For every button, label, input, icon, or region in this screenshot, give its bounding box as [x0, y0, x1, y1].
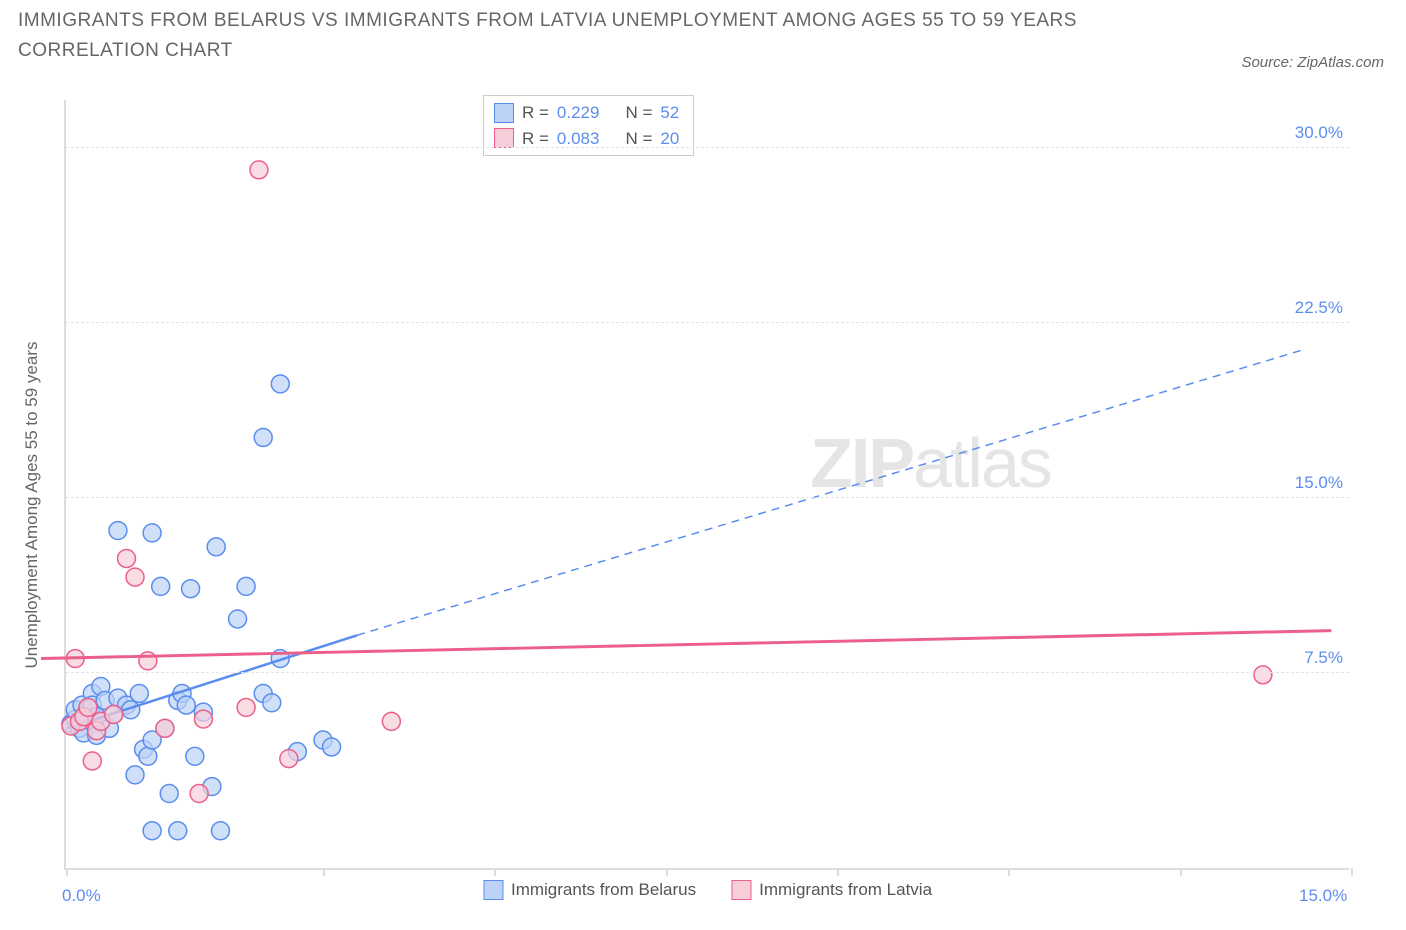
legend-n-label: N = [625, 100, 652, 126]
chart-container: Unemployment Among Ages 55 to 59 years Z… [14, 85, 1392, 905]
x-tick [1180, 868, 1182, 876]
data-point-belarus [271, 375, 289, 393]
x-tick [666, 868, 668, 876]
trendline-latvia [41, 631, 1331, 659]
bottom-legend-label: Immigrants from Belarus [511, 880, 696, 900]
legend-r-label: R = [522, 100, 549, 126]
data-point-belarus [143, 524, 161, 542]
data-point-latvia [126, 568, 144, 586]
series-legend: Immigrants from Belarus Immigrants from L… [483, 880, 932, 900]
x-axis-min-label: 0.0% [62, 886, 101, 906]
data-point-latvia [139, 652, 157, 670]
plot-svg [66, 100, 1349, 868]
data-point-belarus [182, 580, 200, 598]
data-point-belarus [130, 684, 148, 702]
y-tick-label: 7.5% [1304, 648, 1343, 668]
y-tick-label: 30.0% [1295, 123, 1343, 143]
data-point-latvia [1254, 666, 1272, 684]
legend-row-belarus: R = 0.229 N = 52 [494, 100, 679, 126]
legend-swatch-belarus [494, 103, 514, 123]
data-point-belarus [186, 747, 204, 765]
data-point-belarus [237, 577, 255, 595]
bottom-legend-item-belarus: Immigrants from Belarus [483, 880, 696, 900]
gridline [66, 147, 1349, 148]
bottom-legend-item-latvia: Immigrants from Latvia [731, 880, 932, 900]
data-point-belarus [211, 822, 229, 840]
gridline [66, 672, 1349, 673]
legend-swatch-latvia [731, 880, 751, 900]
x-tick [1008, 868, 1010, 876]
bottom-legend-label: Immigrants from Latvia [759, 880, 932, 900]
y-tick-label: 22.5% [1295, 298, 1343, 318]
data-point-belarus [109, 522, 127, 540]
data-point-latvia [190, 785, 208, 803]
data-point-belarus [207, 538, 225, 556]
data-point-latvia [105, 705, 123, 723]
data-point-latvia [194, 710, 212, 728]
data-point-belarus [323, 738, 341, 756]
x-axis-max-label: 15.0% [1299, 886, 1347, 906]
trendline-dashed-belarus [357, 349, 1305, 635]
x-tick [837, 868, 839, 876]
legend-swatch-latvia [494, 128, 514, 148]
data-point-belarus [229, 610, 247, 628]
data-point-belarus [254, 428, 272, 446]
data-point-belarus [263, 694, 281, 712]
data-point-belarus [143, 822, 161, 840]
legend-swatch-belarus [483, 880, 503, 900]
legend-r-value: 0.229 [557, 100, 600, 126]
data-point-belarus [126, 766, 144, 784]
x-tick [1351, 868, 1353, 876]
x-tick [494, 868, 496, 876]
data-point-latvia [79, 698, 97, 716]
data-point-belarus [169, 822, 187, 840]
x-tick [66, 868, 68, 876]
data-point-latvia [280, 750, 298, 768]
source-attribution: Source: ZipAtlas.com [1241, 54, 1384, 71]
data-point-latvia [250, 161, 268, 179]
data-point-latvia [156, 719, 174, 737]
data-point-belarus [152, 577, 170, 595]
data-point-belarus [177, 696, 195, 714]
x-tick [323, 868, 325, 876]
gridline [66, 497, 1349, 498]
plot-area: ZIPatlas R =0.229N =52R =0.083N =20 Immi… [64, 100, 1349, 870]
gridline [66, 322, 1349, 323]
legend-n-value: 52 [660, 100, 679, 126]
data-point-latvia [83, 752, 101, 770]
data-point-belarus [160, 785, 178, 803]
data-point-latvia [118, 549, 136, 567]
data-point-latvia [382, 712, 400, 730]
y-tick-label: 15.0% [1295, 473, 1343, 493]
data-point-latvia [237, 698, 255, 716]
y-axis-label: Unemployment Among Ages 55 to 59 years [22, 342, 42, 669]
chart-title: IMMIGRANTS FROM BELARUS VS IMMIGRANTS FR… [18, 6, 1118, 67]
data-point-belarus [139, 747, 157, 765]
